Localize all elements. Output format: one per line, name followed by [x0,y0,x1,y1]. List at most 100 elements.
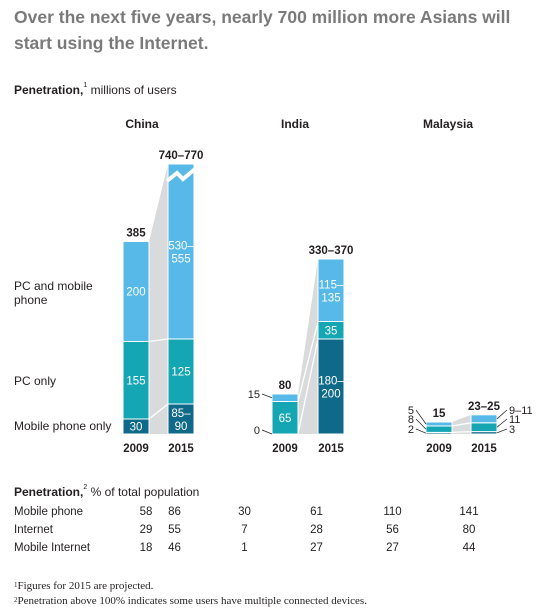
subtitle-footnote-marker: 1 [83,82,88,89]
bar-total-label: 740–770 [159,150,204,162]
bar-total-label: 330–370 [309,245,354,257]
table-cell: 58 [139,506,153,518]
segment-legend-label: Mobile phone only [14,419,111,433]
year-label: 2015 [318,443,344,455]
penetration-table: Mobile phone 58 86 30 61 110 141 Internet 29 55 7 2… [14,503,488,557]
connector-line [451,430,472,434]
table-row: Mobile Internet 18 46 1 27 27 44 [14,539,488,557]
table-cell: 55 [168,524,181,536]
table-cell: 56 [386,524,399,536]
year-label: 2015 [168,443,194,455]
connector-line [148,403,169,420]
row-label: Internet [14,524,53,536]
chart-title: Over the next five years, nearly 700 mil… [14,7,511,53]
bar-outside-label: 2 [408,424,414,436]
bar-segment [317,258,345,322]
leader-line [496,428,508,434]
leader-line [415,418,427,430]
penetration-table-title: Penetration,2 % of total population [14,484,200,499]
leader-line [496,409,508,420]
footnote-2: 2Penetration above 100% indicates some u… [14,595,367,607]
bar-total-label: 385 [126,228,146,240]
connector-line [297,321,319,402]
bar-segment-label: 530– 555 [168,241,194,266]
axis-break-mark [165,167,197,183]
bar-segment [271,393,299,402]
bar-segment [167,163,195,340]
leader-line [261,393,273,399]
bar-segment [470,414,498,424]
bar-segment [425,421,453,427]
bar-total-label: 80 [279,380,292,392]
bar-outside-label: 11 [509,414,520,426]
penetration-label: Penetration, [14,485,84,499]
bar-segment [271,401,299,435]
penetration-footnote-marker: 2 [83,484,88,491]
bar-outside-label: 3 [509,424,515,436]
subtitle-unit: millions of users [90,83,177,97]
table-row: Mobile phone 58 86 30 61 110 141 [14,503,488,521]
bar-total-label: 23–25 [468,401,501,413]
penetration-unit: % of total population [90,485,200,499]
segment-legend-label: PC and mobile phone [14,279,93,307]
country-label: India [281,117,309,131]
bar-segment [122,241,150,342]
connector-band [149,164,168,434]
bar-segment [470,422,498,433]
bar-segment-label: 85– 90 [171,408,191,433]
subtitle-label: Penetration, [14,83,84,97]
table-cell: 28 [310,524,323,536]
table-cell: 61 [310,506,323,518]
table-cell: 141 [459,506,479,518]
table-cell: 46 [168,542,181,554]
table-row: Internet 29 55 7 28 56 80 [14,521,488,539]
table-cell: 18 [139,542,153,554]
connector-line [148,338,169,343]
footnote-1: 1Figures for 2015 are projected. [14,580,154,592]
leader-line [496,418,508,428]
bar-outside-label: 9–11 [509,405,533,417]
bar-segment-label: 65 [279,413,292,425]
bar-segment-label: 180– 200 [318,376,344,401]
connector-line [451,422,472,427]
bar-total-label: 15 [433,408,446,420]
bar-segment-label: 155 [126,375,145,387]
country-label: China [125,117,159,131]
table-cell: 29 [139,524,153,536]
bar-segment-label: 125 [171,367,190,379]
bar-segment [425,425,453,433]
bar-segment-label: 115– 135 [319,279,344,304]
year-label: 2015 [471,443,497,455]
leader-line [415,409,427,425]
leader-line [415,428,427,434]
table-cell: 7 [241,524,248,536]
bar-outside-label: 8 [408,414,414,426]
chart-subtitle: Penetration,1 millions of users [14,82,177,97]
row-label: Mobile phone [14,506,84,518]
footnotes: 1Figures for 2015 are projected. 2Penetr… [14,579,367,609]
bar-outside-label: 15 [248,389,260,401]
bar-outside-label: 0 [254,425,260,437]
connector-line [297,338,319,435]
bar-segment-label: 30 [130,422,143,434]
year-label: 2009 [426,443,452,455]
connector-band [298,259,318,434]
table-cell: 110 [383,506,402,518]
year-label: 2009 [123,443,149,455]
bar-outside-label: 5 [408,405,414,417]
table-cell: 86 [168,506,181,518]
bar-segment-label: 35 [325,325,338,337]
year-label: 2009 [272,443,298,455]
table-cell: 27 [310,542,323,554]
table-cell: 27 [386,542,399,554]
table-cell: 1 [241,542,248,554]
table-cell: 44 [462,542,476,554]
leader-line [261,429,273,435]
table-cell: 30 [238,506,251,518]
row-label: Mobile Internet [14,542,91,554]
country-label: Malaysia [423,117,473,131]
segment-legend-label: PC only [14,374,56,388]
table-cell: 80 [462,524,476,536]
bar-segment-label: 200 [126,287,145,299]
